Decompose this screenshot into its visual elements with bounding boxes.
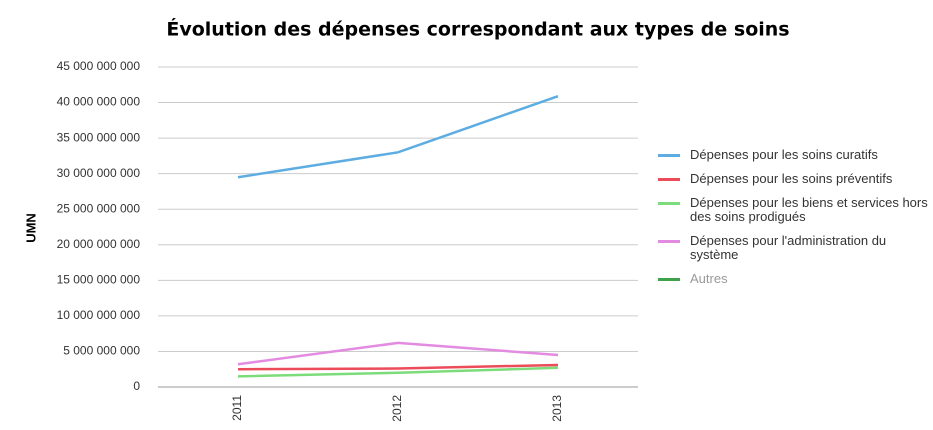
x-tick-label: 2012	[390, 395, 404, 422]
y-tick-label: 5 000 000 000	[63, 344, 140, 358]
data-line	[237, 341, 559, 366]
legend-item[interactable]: Dépenses pour les soins préventifs	[658, 172, 933, 186]
legend-item[interactable]: Autres	[658, 272, 933, 286]
legend-swatch	[658, 178, 680, 181]
legend-item[interactable]: Dépenses pour les biens et services hors…	[658, 196, 933, 224]
legend-label: Dépenses pour les soins curatifs	[690, 147, 878, 162]
y-tick-label: 20 000 000 000	[57, 237, 141, 251]
y-tick-label: 40 000 000 000	[57, 95, 141, 109]
y-tick-label: 0	[133, 379, 140, 393]
y-tick-label: 45 000 000 000	[57, 59, 141, 73]
y-axis-label: UMN	[23, 213, 38, 243]
data-line	[237, 94, 559, 179]
legend-swatch	[658, 154, 680, 157]
y-tick-label: 30 000 000 000	[57, 166, 141, 180]
legend-swatch	[658, 240, 680, 243]
y-tick-label: 10 000 000 000	[57, 308, 141, 322]
y-tick-label: 25 000 000 000	[57, 201, 141, 215]
legend-label: Dépenses pour les biens et services hors…	[690, 195, 928, 224]
legend-swatch	[658, 278, 680, 281]
legend-swatch	[658, 202, 680, 205]
y-tick-label: 35 000 000 000	[57, 130, 141, 144]
legend-label: Autres	[690, 271, 728, 286]
x-tick-label: 2011	[230, 395, 244, 421]
legend-label: Dépenses pour l'administration du systèm…	[690, 233, 887, 262]
y-tick-label: 15 000 000 000	[57, 273, 141, 287]
legend-item[interactable]: Dépenses pour les soins curatifs	[658, 148, 933, 162]
legend-item[interactable]: Dépenses pour l'administration du systèm…	[658, 234, 933, 262]
x-tick-label: 2013	[550, 395, 564, 422]
data-line	[237, 363, 559, 371]
chart-title: Évolution des dépenses correspondant aux…	[166, 18, 789, 41]
data-line	[237, 366, 559, 378]
legend: Dépenses pour les soins curatifs Dépenses…	[658, 148, 933, 296]
legend-label: Dépenses pour les soins préventifs	[690, 171, 893, 186]
